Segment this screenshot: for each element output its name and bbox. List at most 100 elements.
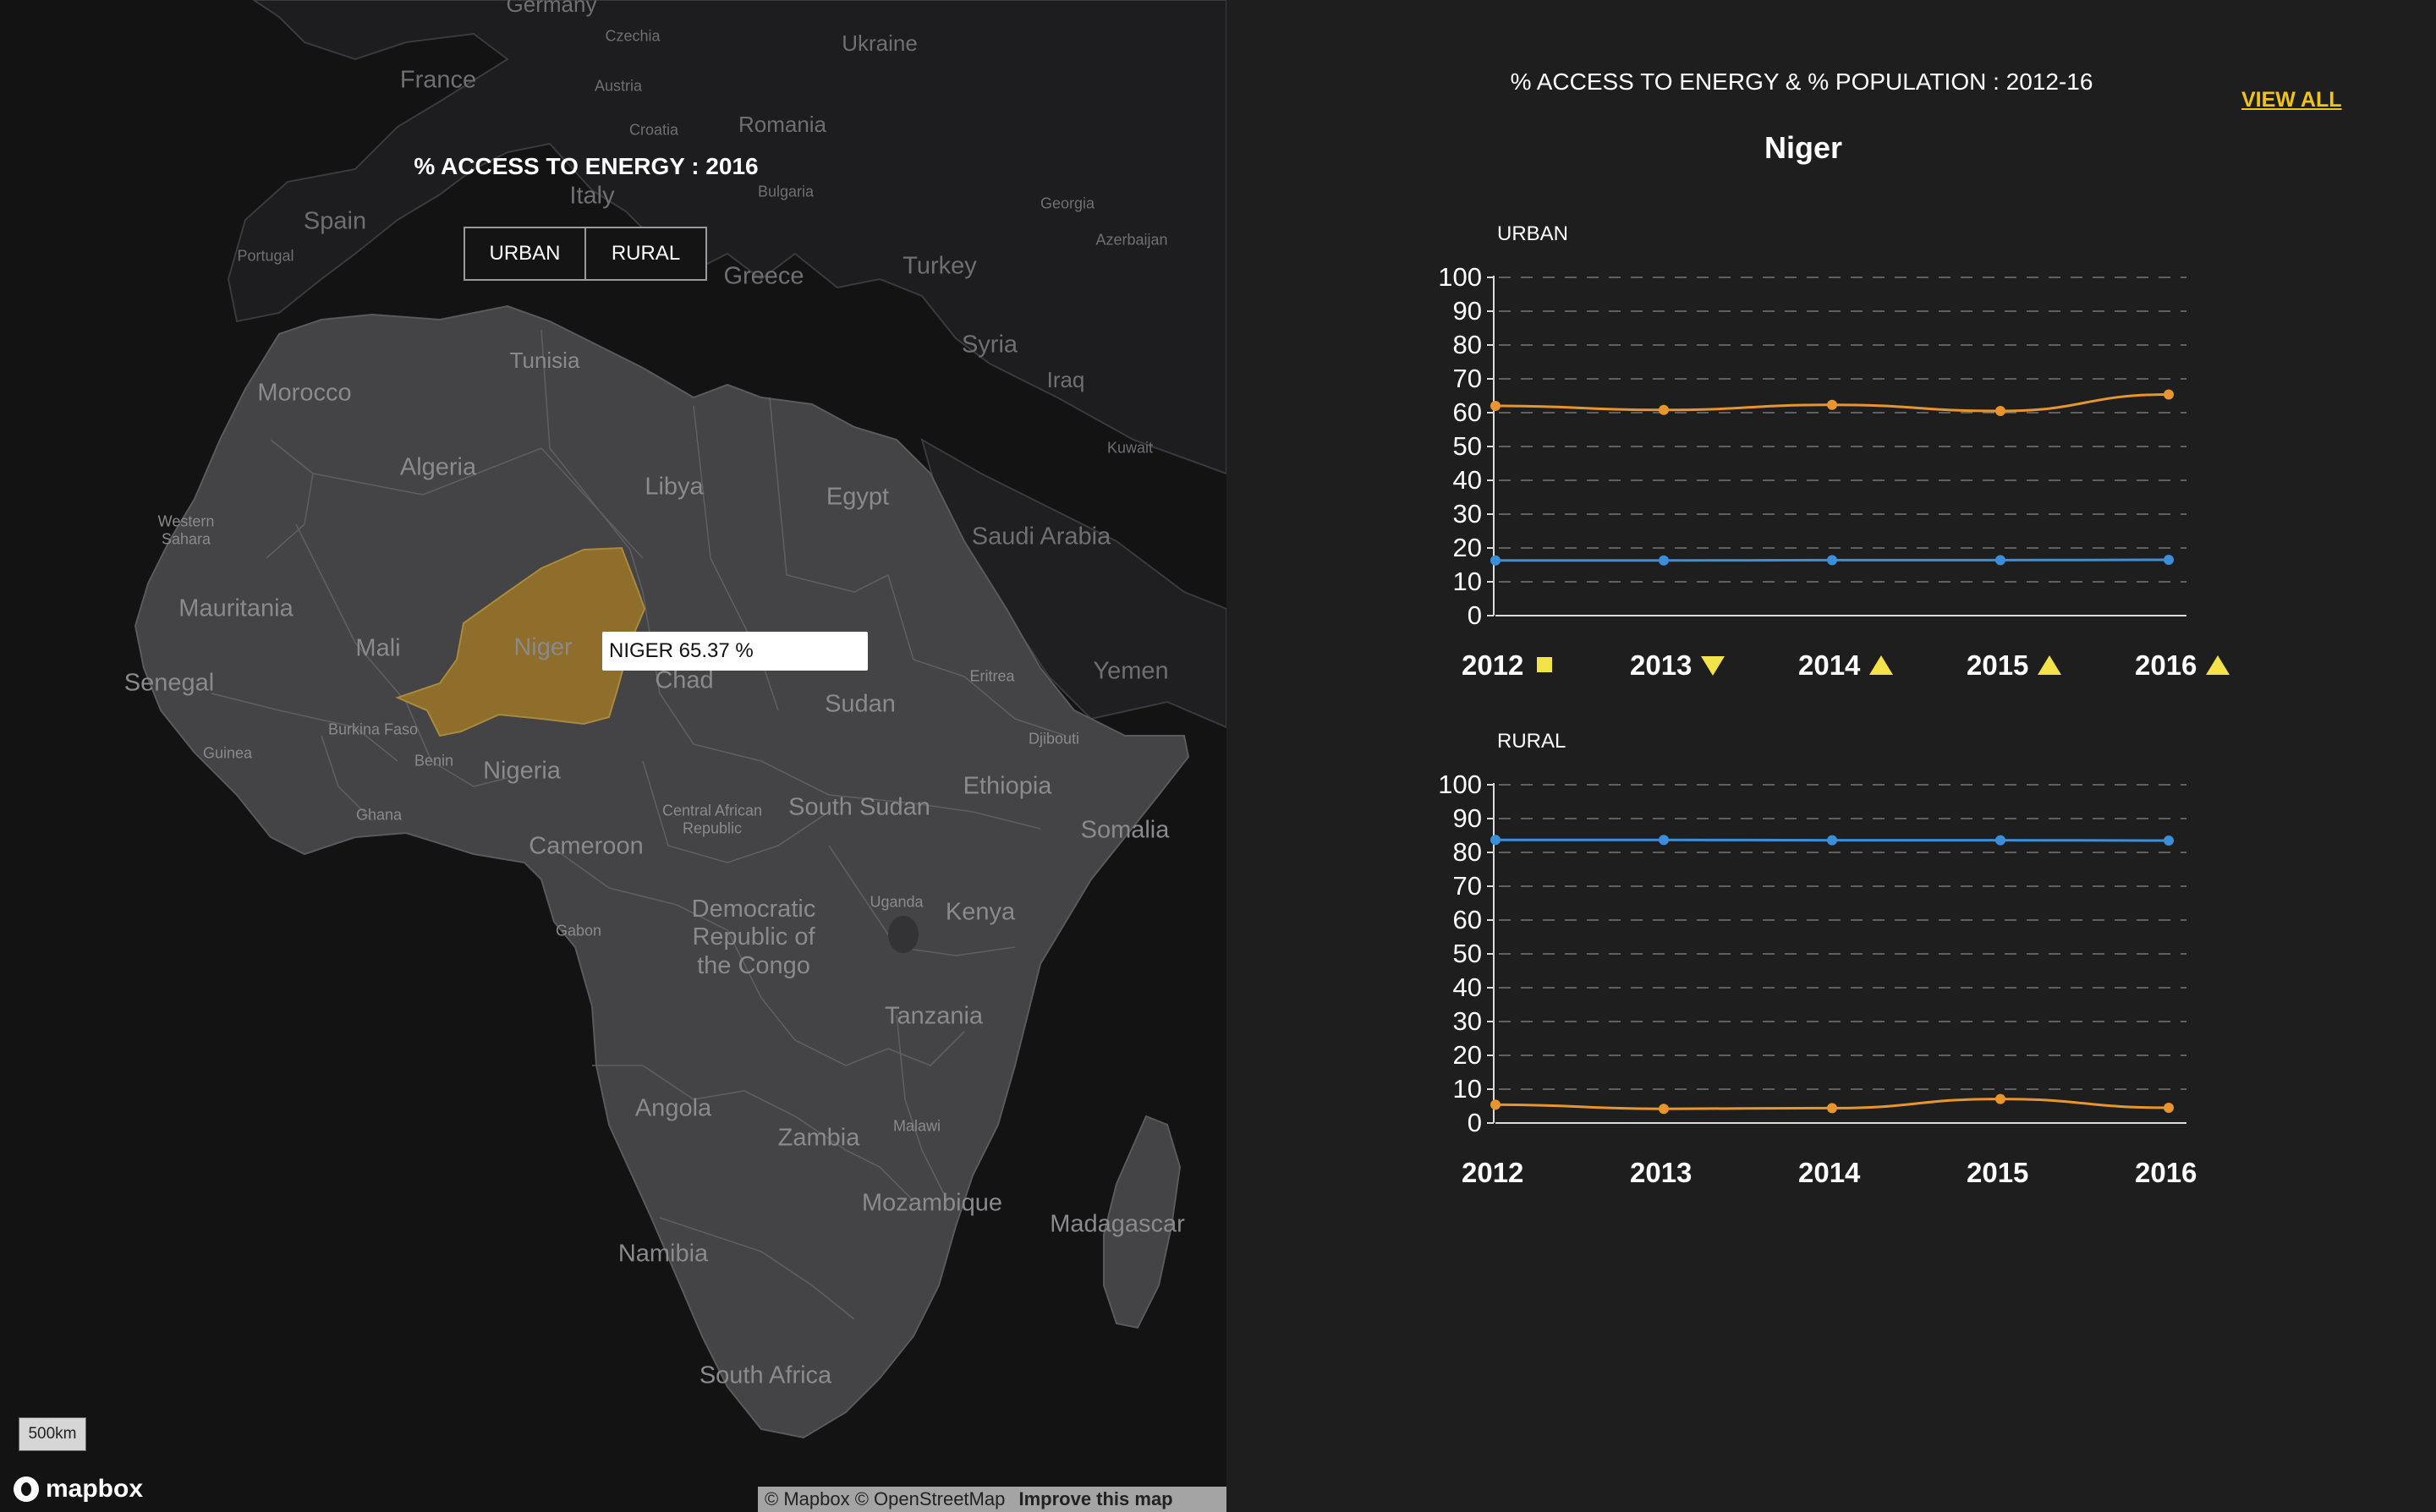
map-label-tunisia: Tunisia — [509, 348, 580, 374]
urban-y-tick-label: 60 — [1453, 397, 1482, 427]
map-label-namibia: Namibia — [617, 1240, 709, 1268]
europe-landmass — [227, 0, 1226, 475]
map-label-uganda: Uganda — [870, 893, 924, 911]
urban-button[interactable]: URBAN — [464, 227, 586, 281]
map-label-western-sahara: Western Sahara — [157, 512, 215, 547]
map-label-germany: Germany — [506, 0, 597, 18]
rural-button[interactable]: RURAL — [586, 227, 707, 281]
map-tooltip: NIGER 65.37 % — [602, 632, 868, 671]
urban-chart: URBAN 0 10 20 30 40 50 60 70 80 90 100 2012 2013 2014 2… — [1438, 222, 2230, 681]
map-label-romania: Romania — [738, 112, 827, 138]
mapbox-logo[interactable]: mapbox — [14, 1474, 143, 1504]
rural-data-point[interactable] — [2164, 1103, 2174, 1113]
urban-y-tick-label: 100 — [1438, 262, 1482, 292]
map-label-mali: Mali — [355, 634, 401, 662]
map-label-burkina-faso: Burkina Faso — [327, 720, 419, 738]
rural-y-tick-label: 50 — [1453, 939, 1482, 968]
map-label-senegal: Senegal — [123, 669, 215, 697]
urban-y-tick-label: 80 — [1453, 330, 1482, 359]
map-attribution: © Mapbox © OpenStreetMap Improve this ma… — [758, 1487, 1226, 1512]
urban-data-point[interactable] — [1827, 555, 1837, 566]
map-label-benin: Benin — [414, 752, 454, 770]
rural-y-tick-label: 20 — [1453, 1040, 1482, 1070]
rural-x-tick-label: 2014 — [1798, 1157, 1861, 1188]
urban-data-point[interactable] — [1659, 404, 1669, 415]
urban-data-point[interactable] — [1995, 555, 2005, 566]
map-label-georgia: Georgia — [1040, 194, 1095, 212]
rural-data-point[interactable] — [1490, 835, 1501, 846]
map-label-south-sudan: South Sudan — [788, 793, 930, 821]
map-label-mozambique: Mozambique — [861, 1189, 1003, 1217]
map-label-mauritania: Mauritania — [178, 594, 294, 622]
map-label-kuwait: Kuwait — [1106, 439, 1154, 457]
map-label-ghana: Ghana — [355, 806, 403, 824]
rural-data-point[interactable] — [2164, 835, 2174, 846]
map-label-greece: Greece — [723, 262, 804, 290]
map-label-drc: Democratic Republic of the Congo — [691, 895, 816, 979]
map-label-yemen: Yemen — [1093, 657, 1169, 685]
urban-y-tick-label: 0 — [1468, 600, 1482, 630]
urban-chart-title: URBAN — [1497, 222, 1568, 245]
urban-data-point[interactable] — [1659, 555, 1669, 566]
map-label-djibouti: Djibouti — [1028, 730, 1080, 748]
urban-trend-up-icon — [1869, 655, 1893, 675]
urban-trend-square-icon — [1537, 657, 1552, 672]
urban-data-point[interactable] — [2164, 389, 2174, 400]
map-label-cameroon: Cameroon — [529, 832, 644, 860]
rural-x-tick-label: 2013 — [1630, 1157, 1692, 1188]
map-label-chad: Chad — [655, 666, 714, 694]
rural-y-tick-label: 30 — [1453, 1006, 1482, 1036]
rural-x-tick-label: 2016 — [2135, 1157, 2197, 1188]
urban-data-point[interactable] — [1490, 401, 1501, 411]
attribution-text: © Mapbox © OpenStreetMap — [765, 1488, 1006, 1509]
map-label-iraq: Iraq — [1046, 367, 1085, 393]
view-all-link[interactable]: VIEW ALL — [2241, 88, 2342, 112]
map-label-madagascar: Madagascar — [1050, 1210, 1185, 1238]
urban-data-point[interactable] — [1995, 406, 2005, 416]
map-label-ethiopia: Ethiopia — [963, 772, 1052, 800]
urban-data-point[interactable] — [1490, 555, 1501, 566]
scale-bar: 500km — [19, 1417, 86, 1451]
rural-data-point[interactable] — [1995, 1093, 2005, 1104]
rural-data-point[interactable] — [1659, 1104, 1669, 1115]
rural-y-tick-label: 90 — [1453, 803, 1482, 833]
urban-rural-toggle[interactable]: URBAN RURAL — [464, 227, 707, 281]
africa-landmass — [134, 304, 1190, 1439]
map-label-syria: Syria — [961, 331, 1018, 359]
rural-chart: RURAL 0 10 20 30 40 50 60 70 80 90 100 2012 2013 2014 2… — [1438, 730, 2197, 1188]
rural-data-point[interactable] — [1827, 1103, 1837, 1114]
map-panel[interactable]: Germany Czechia Ukraine France Austria R… — [0, 0, 1226, 1512]
rural-data-point[interactable] — [1827, 835, 1837, 846]
rural-data-point[interactable] — [1490, 1099, 1501, 1110]
map-label-croatia: Croatia — [628, 121, 679, 139]
map-label-somalia: Somalia — [1080, 816, 1170, 844]
map-label-libya: Libya — [645, 473, 704, 501]
niger-highlight[interactable] — [395, 546, 646, 737]
map-label-car: Central African Republic — [661, 802, 763, 836]
rural-x-tick-label: 2015 — [1967, 1157, 2028, 1188]
charts-panel: % ACCESS TO ENERGY & % POPULATION : 2012… — [1226, 0, 2436, 1512]
improve-map-link[interactable]: Improve this map — [1018, 1488, 1173, 1509]
urban-data-point[interactable] — [1827, 399, 1837, 410]
map-label-spain: Spain — [303, 207, 367, 235]
map-label-sudan: Sudan — [825, 690, 896, 718]
rural-y-tick-label: 70 — [1453, 871, 1482, 901]
urban-x-tick-label: 2014 — [1798, 649, 1861, 681]
map-label-gabon: Gabon — [555, 922, 602, 940]
urban-trend-down-icon — [1701, 656, 1725, 676]
rural-chart-title: RURAL — [1497, 730, 1566, 753]
map-label-nigeria: Nigeria — [483, 757, 561, 785]
urban-data-point[interactable] — [2164, 555, 2174, 565]
urban-y-tick-label: 50 — [1453, 431, 1482, 461]
rural-y-tick-label: 60 — [1453, 905, 1482, 934]
urban-x-tick-label: 2016 — [2135, 649, 2197, 681]
rural-data-point[interactable] — [1659, 835, 1669, 846]
map-label-algeria: Algeria — [399, 453, 477, 481]
map-label-eritrea: Eritrea — [969, 667, 1015, 685]
map-canvas[interactable] — [0, 0, 1226, 1512]
urban-x-tick-label: 2015 — [1967, 649, 2028, 681]
rural-y-tick-label: 0 — [1468, 1108, 1482, 1137]
rural-data-point[interactable] — [1995, 835, 2005, 846]
map-label-tanzania: Tanzania — [884, 1002, 984, 1030]
charts-title: % ACCESS TO ENERGY & % POPULATION : 2012… — [1510, 68, 2093, 95]
